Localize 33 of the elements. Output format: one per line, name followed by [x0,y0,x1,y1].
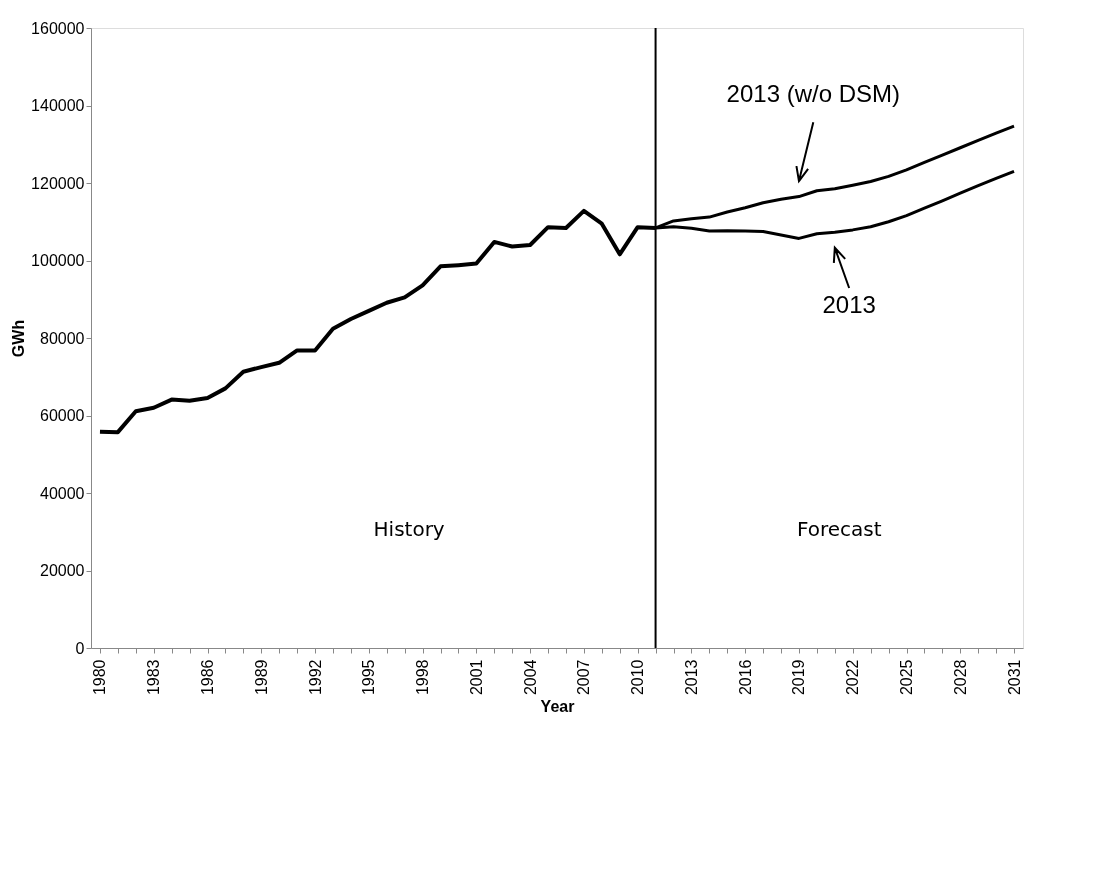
y-tick-label: 140000 [31,97,85,114]
annotation: Forecast [796,517,882,542]
y-tick-label: 160000 [31,19,85,37]
y-tick-label: 100000 [31,252,85,269]
x-tick-label: 1986 [199,659,216,696]
y-tick-label: 20000 [40,562,85,579]
x-tick-label: 2016 [736,659,754,696]
x-tick-label: 1992 [306,659,324,696]
x-tick-label: 2031 [1005,659,1023,696]
x-tick-label: 2013 [682,659,700,696]
y-tick-label: 80000 [40,329,85,347]
x-tick-label: 2004 [521,659,539,696]
x-axis-title: Year [540,698,575,716]
y-tick-label: 0 [75,639,85,657]
x-tick-label: 2019 [790,659,808,696]
x-tick-label: 2001 [467,659,485,696]
x-tick-label: 2022 [844,659,862,696]
legend-label: 2013 [822,291,876,319]
x-tick-label: 2028 [951,659,969,696]
x-tick-label: 1998 [414,659,432,696]
x-tick-label: 2010 [629,659,647,696]
x-tick-label: 1995 [360,659,378,696]
x-tick-label: 1980 [91,659,109,696]
annotation: History [373,517,445,542]
y-tick-label: 60000 [40,407,85,424]
x-tick-label: 1983 [145,659,163,696]
y-axis-title: GWh [10,319,28,358]
x-tick-label: 1989 [252,659,270,696]
x-tick-label: 2025 [898,659,915,696]
y-tick-label: 120000 [31,174,85,192]
text: 2013 (w/o DSM) [726,79,900,107]
y-tick-label: 40000 [40,484,85,502]
x-tick-label: 2007 [575,659,593,696]
